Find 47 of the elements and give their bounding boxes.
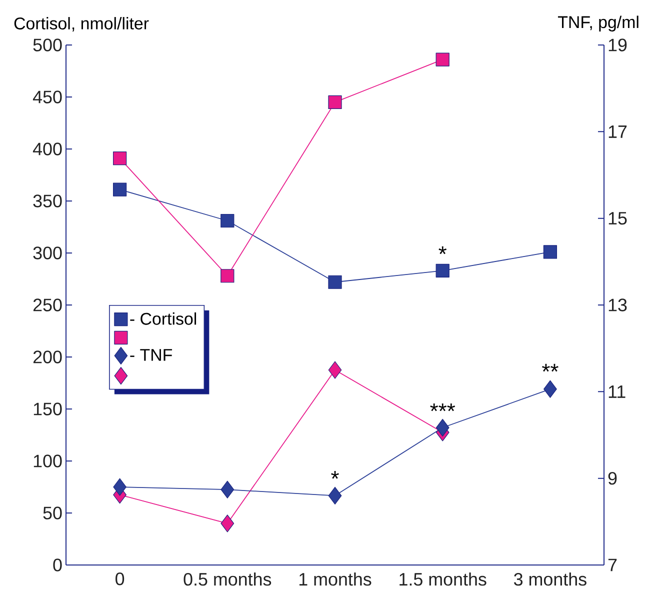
y-tick-label: 350 <box>33 194 62 208</box>
y2-tick-label: 15 <box>608 212 627 225</box>
y2-tick-label: 19 <box>608 38 627 52</box>
annotation: *** <box>430 403 456 412</box>
y2-tick-label: 9 <box>608 472 617 485</box>
point <box>436 52 450 66</box>
point <box>220 514 234 532</box>
point <box>543 245 558 259</box>
annotation: ** <box>542 364 558 372</box>
point <box>220 480 234 498</box>
y-tick-label: 450 <box>32 90 62 104</box>
y-tick-label: 50 <box>43 506 62 520</box>
y2-tick-label: 7 <box>608 558 617 572</box>
x-tick-label: 1.5 months <box>400 572 486 586</box>
legend-label: - TNF <box>130 349 172 361</box>
annotation: * <box>331 471 339 479</box>
x-tick-label: 1 months <box>299 572 372 586</box>
y2-axis-title: TNF, pg/ml <box>558 16 638 32</box>
annotation: * <box>438 246 447 254</box>
y2-tick-label: 17 <box>608 125 627 138</box>
y-tick-label: 150 <box>34 402 62 416</box>
point <box>544 380 557 398</box>
point <box>436 418 450 436</box>
y-tick-label: 300 <box>33 246 62 260</box>
y-tick-label: 500 <box>33 38 62 52</box>
point <box>220 269 234 283</box>
y-axis-title: Cortisol, nmol/liter <box>14 17 149 32</box>
point <box>113 478 126 496</box>
point <box>220 214 234 228</box>
point <box>328 361 342 379</box>
y2-tick-label: 13 <box>608 298 627 312</box>
y-tick-label: 0 <box>53 558 62 572</box>
point <box>328 486 342 504</box>
x-tick-label: 3 months <box>514 572 586 586</box>
point <box>436 264 450 278</box>
y2-tick-label: 11 <box>608 385 626 398</box>
y-tick-label: 250 <box>33 298 62 312</box>
point <box>328 95 342 109</box>
legend-label: - Cortisol <box>130 312 196 325</box>
point <box>113 152 127 166</box>
point <box>328 275 342 289</box>
y-tick-label: 100 <box>34 454 62 468</box>
x-tick-label: 0 <box>116 572 124 586</box>
y-tick-label: 200 <box>33 350 62 364</box>
point <box>113 182 127 196</box>
x-tick-label: 0.5 months <box>184 572 272 586</box>
y-tick-label: 400 <box>32 142 62 156</box>
